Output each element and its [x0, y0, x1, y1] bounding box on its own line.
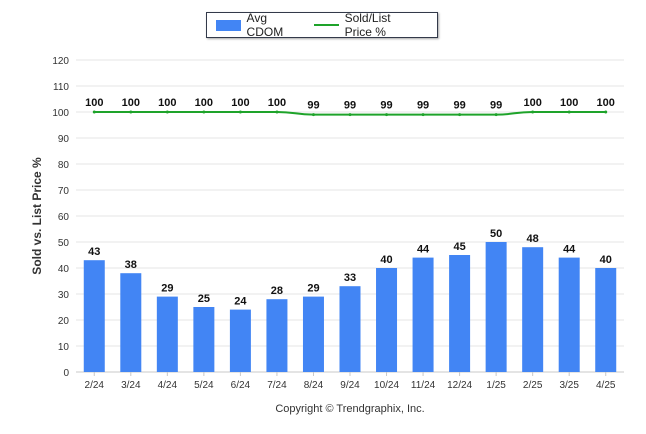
- legend-line-swatch: [313, 24, 339, 26]
- bar: [156, 296, 178, 372]
- bar: [412, 257, 434, 372]
- price-value-label: 100: [195, 97, 213, 109]
- price-point: [238, 110, 242, 114]
- bar-value-label: 40: [600, 254, 612, 266]
- price-value-label: 99: [307, 100, 319, 112]
- legend-bar-swatch: [216, 19, 241, 31]
- bar-value-label: 29: [307, 283, 319, 295]
- bar-value-label: 38: [125, 259, 137, 271]
- y-tick-label: 30: [58, 290, 70, 301]
- bar-value-label: 28: [271, 285, 283, 297]
- x-tick-label: 4/25: [596, 380, 616, 391]
- bar-value-label: 40: [380, 254, 392, 266]
- x-tick-label: 4/24: [158, 380, 178, 391]
- x-tick-label: 5/24: [194, 380, 214, 391]
- bar: [449, 255, 471, 372]
- price-point: [494, 113, 498, 117]
- x-tick-label: 10/24: [374, 380, 399, 391]
- y-tick-label: 70: [58, 186, 70, 197]
- legend-item-cdom[interactable]: Avg CDOM: [216, 11, 296, 39]
- price-point: [275, 110, 279, 114]
- price-value-label: 100: [231, 97, 249, 109]
- price-value-label: 99: [453, 100, 465, 112]
- x-tick-label: 3/24: [121, 380, 141, 391]
- x-tick-label: 6/24: [231, 380, 251, 391]
- bar: [376, 268, 398, 372]
- price-value-label: 100: [523, 97, 541, 109]
- copyright-text: Copyright © Trendgraphix, Inc.: [275, 403, 425, 415]
- bar: [229, 309, 251, 372]
- bar-value-label: 48: [527, 233, 539, 245]
- price-value-label: 100: [158, 97, 176, 109]
- x-tick-label: 2/25: [523, 380, 543, 391]
- bar-value-label: 33: [344, 272, 356, 284]
- price-point: [129, 110, 133, 114]
- legend-item-price[interactable]: Sold/List Price %: [313, 11, 419, 39]
- x-tick-label: 8/24: [304, 380, 324, 391]
- price-point: [165, 110, 169, 114]
- x-tick-label: 2/24: [85, 380, 105, 391]
- price-point: [531, 110, 535, 114]
- bar-value-label: 50: [490, 228, 502, 240]
- y-axis-title: Sold vs. List Price %: [30, 157, 44, 275]
- price-value-label: 100: [597, 97, 615, 109]
- bar: [302, 296, 324, 372]
- bar-value-label: 45: [453, 241, 465, 253]
- y-tick-label: 90: [58, 134, 70, 145]
- bar: [83, 260, 105, 372]
- price-point: [92, 110, 96, 114]
- x-tick-label: 12/24: [447, 380, 472, 391]
- legend: Avg CDOM Sold/List Price %: [206, 11, 438, 39]
- price-value-label: 100: [85, 97, 103, 109]
- x-tick-label: 9/24: [340, 380, 360, 391]
- y-tick-label: 80: [58, 160, 70, 171]
- bar-value-label: 29: [161, 283, 173, 295]
- y-tick-label: 100: [52, 108, 69, 119]
- bar-value-label: 44: [417, 244, 430, 256]
- bar: [595, 268, 617, 372]
- price-value-label: 100: [122, 97, 140, 109]
- price-value-label: 99: [344, 100, 356, 112]
- x-tick-label: 7/24: [267, 380, 287, 391]
- price-value-label: 100: [268, 97, 286, 109]
- y-tick-label: 10: [58, 342, 70, 353]
- x-tick-label: 3/25: [559, 380, 579, 391]
- price-point: [458, 113, 462, 117]
- price-point: [311, 113, 315, 117]
- x-tick-label: 11/24: [411, 380, 436, 391]
- y-tick-label: 40: [58, 264, 70, 275]
- bar: [522, 247, 544, 372]
- price-point: [421, 113, 425, 117]
- bar: [266, 299, 288, 372]
- price-value-label: 99: [490, 100, 502, 112]
- price-value-label: 100: [560, 97, 578, 109]
- price-point: [348, 113, 352, 117]
- price-value-label: 99: [417, 100, 429, 112]
- price-point: [202, 110, 206, 114]
- y-tick-label: 110: [53, 82, 69, 93]
- price-value-label: 99: [380, 100, 392, 112]
- price-point: [567, 110, 571, 114]
- bar: [558, 257, 580, 372]
- x-tick-label: 1/25: [486, 380, 506, 391]
- legend-label-price: Sold/List Price %: [344, 11, 391, 39]
- bar-value-label: 25: [198, 293, 210, 305]
- bar-value-label: 43: [88, 246, 100, 258]
- y-tick-label: 120: [52, 56, 69, 67]
- bar: [193, 307, 215, 372]
- bar: [120, 273, 142, 372]
- bar-value-label: 24: [234, 296, 247, 308]
- y-tick-label: 50: [58, 238, 70, 249]
- y-tick-label: 60: [58, 212, 70, 223]
- bar-value-label: 44: [563, 244, 576, 256]
- price-point: [385, 113, 389, 117]
- bar: [339, 286, 361, 372]
- y-tick-label: 0: [63, 368, 69, 379]
- y-tick-label: 20: [58, 316, 70, 327]
- legend-label-cdom: Avg CDOM: [246, 11, 284, 39]
- price-point: [604, 110, 608, 114]
- bar: [485, 242, 507, 372]
